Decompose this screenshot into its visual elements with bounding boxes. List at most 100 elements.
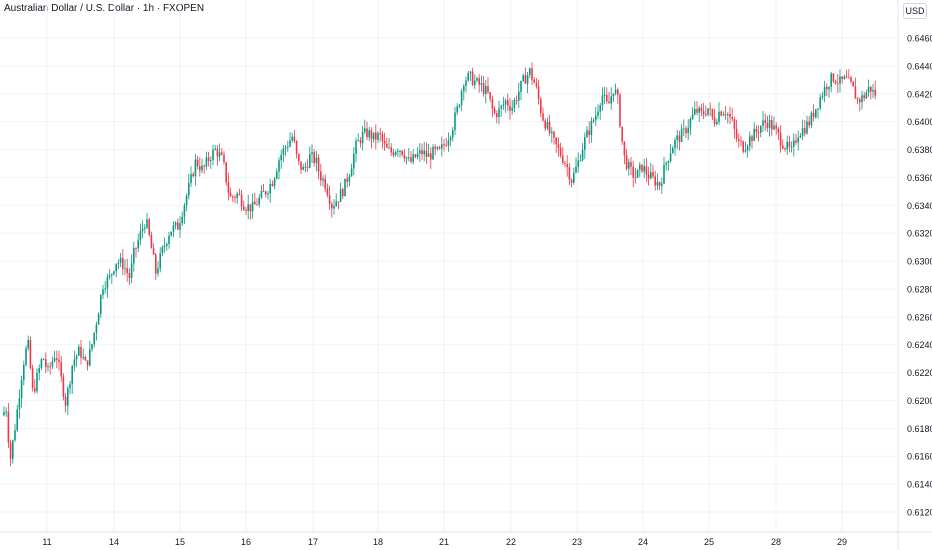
- candle-up: [181, 216, 183, 224]
- price-axis[interactable]: 0.61200 0.61400 0.61600 0.61800 0.62000 0.622…: [897, 0, 932, 550]
- candle-up: [762, 120, 764, 127]
- candles: [3, 62, 876, 467]
- time-axis[interactable]: 11 14 15 16 17 18 21 22 23 24 25 28 29: [0, 531, 932, 547]
- candle-down: [537, 86, 540, 100]
- candle-down: [203, 165, 205, 167]
- candle-up: [302, 166, 304, 170]
- candle-down: [379, 133, 381, 135]
- candle-down: [199, 166, 201, 171]
- candle-down: [34, 388, 36, 392]
- candle-up: [344, 178, 346, 197]
- candle-down: [346, 178, 348, 182]
- candle-up: [581, 149, 584, 161]
- candle-up: [163, 245, 166, 248]
- candle-down: [751, 136, 753, 141]
- candle-up: [144, 227, 146, 229]
- candle-down: [392, 152, 395, 156]
- candle-down: [478, 78, 480, 85]
- candle-up: [590, 120, 593, 136]
- candle-up: [166, 243, 168, 246]
- candle-down: [795, 140, 797, 143]
- candle-down: [755, 128, 758, 133]
- candle-up: [480, 83, 483, 85]
- candle-up: [304, 166, 307, 168]
- candle-down: [720, 111, 722, 116]
- candle-up: [828, 86, 830, 90]
- candle-up: [458, 104, 461, 107]
- candle-down: [370, 130, 373, 140]
- price-tick-label: 0.62800: [907, 284, 932, 294]
- candle-up: [454, 112, 456, 130]
- candle-up: [799, 135, 802, 138]
- candle-up: [614, 89, 617, 94]
- candle-up: [214, 148, 216, 150]
- candle-up: [669, 153, 672, 162]
- candle-down: [225, 162, 227, 183]
- candle-down: [738, 138, 740, 141]
- candle-up: [476, 78, 478, 81]
- candle-up: [529, 68, 531, 75]
- candle-up: [676, 135, 678, 141]
- candle-up: [394, 152, 397, 156]
- candle-up: [672, 147, 674, 154]
- currency-badge[interactable]: USD: [903, 3, 927, 19]
- candle-up: [51, 361, 54, 367]
- candle-down: [808, 121, 810, 126]
- candle-up: [502, 104, 505, 106]
- candle-up: [436, 147, 439, 149]
- candle-up: [452, 129, 454, 138]
- candle-up: [727, 114, 729, 116]
- candle-up: [14, 430, 16, 441]
- time-tick-label: 23: [572, 537, 582, 547]
- candle-up: [16, 409, 18, 431]
- candle-down: [62, 376, 65, 397]
- candle-down: [515, 100, 518, 102]
- price-tick-label: 0.63800: [907, 145, 932, 155]
- candle-down: [870, 86, 872, 92]
- candle-up: [797, 137, 799, 143]
- candle-down: [262, 190, 265, 192]
- time-tick-label: 16: [241, 537, 251, 547]
- candle-down: [634, 177, 637, 179]
- candle-down: [45, 359, 47, 367]
- candle-up: [691, 114, 694, 119]
- candle-down: [320, 171, 322, 181]
- candle-up: [674, 140, 676, 148]
- candle-down: [859, 99, 861, 103]
- candle-down: [533, 79, 535, 83]
- candle-down: [324, 178, 326, 189]
- price-tick-label: 0.64600: [907, 34, 932, 44]
- candle-up: [108, 275, 111, 278]
- price-tick-label: 0.62600: [907, 312, 932, 322]
- candle-down: [84, 356, 87, 361]
- candle-up: [577, 160, 579, 167]
- candle-up: [806, 121, 808, 134]
- candle-up: [36, 372, 38, 392]
- candle-down: [630, 162, 632, 167]
- candle-down: [641, 164, 643, 172]
- candle-down: [542, 113, 544, 121]
- candle-up: [474, 80, 476, 86]
- candle-up: [218, 152, 221, 157]
- candle-up: [168, 235, 170, 244]
- price-tick-label: 0.62000: [907, 396, 932, 406]
- candle-up: [276, 171, 278, 179]
- candle-down: [654, 176, 656, 186]
- candle-down: [249, 204, 252, 212]
- candle-down: [724, 114, 727, 116]
- candle-up: [815, 109, 817, 118]
- candle-down: [401, 150, 403, 155]
- candle-up: [573, 172, 575, 183]
- price-tick-label: 0.63600: [907, 173, 932, 183]
- candle-up: [23, 364, 25, 380]
- candle-up: [586, 130, 588, 138]
- candle-down: [7, 411, 10, 443]
- candle-up: [194, 159, 197, 177]
- time-tick-label: 17: [308, 537, 318, 547]
- candle-up: [133, 247, 135, 264]
- candle-up: [284, 147, 287, 149]
- candle-up: [350, 168, 353, 177]
- candle-down: [135, 247, 137, 249]
- candle-down: [489, 92, 491, 99]
